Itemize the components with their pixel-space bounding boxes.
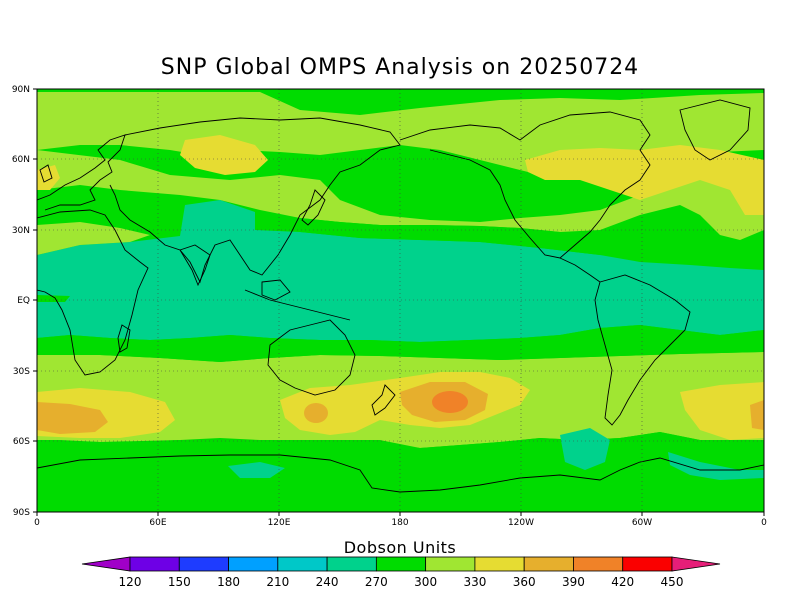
colorbar-swatch xyxy=(326,556,377,572)
colorbar-label: 210 xyxy=(266,575,289,589)
lon-labels: 0 60E 120E 180 120W 60W 0 xyxy=(34,518,767,528)
lat-label: 90N xyxy=(12,85,30,95)
colorbar-label: 390 xyxy=(562,575,585,589)
colorbar-label: 150 xyxy=(168,575,191,589)
colorbar-label: 180 xyxy=(217,575,240,589)
map-title: SNP Global OMPS Analysis on 20250724 xyxy=(160,55,640,80)
lat-labels: 90N 60N 30N EQ 30S 60S 90S xyxy=(12,85,30,518)
colorbar-swatch xyxy=(573,556,624,572)
colorbar-label: 420 xyxy=(611,575,634,589)
blob-ausse-390 xyxy=(304,403,328,423)
ozone-field xyxy=(37,89,764,512)
coast-uk xyxy=(39,164,53,183)
lat-label: 30N xyxy=(12,226,30,236)
lon-label: 180 xyxy=(391,518,408,528)
coast-samerica xyxy=(594,274,691,426)
colorbar-swatch xyxy=(375,556,427,572)
lat-label: 60N xyxy=(12,155,30,165)
lon-label: 120W xyxy=(508,518,534,528)
coast-australia xyxy=(267,319,356,396)
lat-label: 60S xyxy=(13,437,30,447)
colorbar-label: 360 xyxy=(513,575,536,589)
colorbar-low-arrow xyxy=(81,556,131,572)
blob-antarctic-270-b xyxy=(668,452,764,480)
blob-eurasia-360 xyxy=(180,135,268,175)
lat-label: EQ xyxy=(17,296,30,306)
colorbar-swatch xyxy=(129,556,180,572)
lon-label: 0 xyxy=(761,518,767,528)
coast-indonesia xyxy=(244,289,351,321)
ticks xyxy=(33,88,765,516)
coast-india xyxy=(179,244,211,287)
colorbar-swatch xyxy=(523,556,574,572)
colorbar-label: 300 xyxy=(414,575,437,589)
coast-borneo xyxy=(261,279,291,301)
colorbar-swatch xyxy=(228,556,279,572)
coast-greenland xyxy=(679,99,751,161)
coast-namerica xyxy=(399,111,651,259)
colorbar-label: 450 xyxy=(661,575,684,589)
colorbar-swatch xyxy=(425,556,476,572)
coast-africa xyxy=(37,209,149,376)
band-nsubtrop-300 xyxy=(300,218,640,255)
colorbar-label: 270 xyxy=(365,575,388,589)
band-ssubtrop-300 xyxy=(37,325,764,362)
colorbar-title: Dobson Units xyxy=(344,538,457,557)
blob-antarctic-270-a xyxy=(560,428,610,470)
lon-label: 0 xyxy=(34,518,40,528)
lon-label: 120E xyxy=(268,518,291,528)
colorbar-high-arrow xyxy=(671,556,721,572)
lon-label: 60E xyxy=(149,518,166,528)
colorbar-label: 240 xyxy=(316,575,339,589)
colorbar-label: 120 xyxy=(119,575,142,589)
streak-eq-270 xyxy=(37,295,70,302)
blob-spacific-390 xyxy=(750,400,764,430)
lat-label: 30S xyxy=(13,367,30,377)
colorbar-swatch xyxy=(178,556,229,572)
coast-europe xyxy=(37,134,126,211)
colorbar-swatch xyxy=(622,556,673,572)
coast-madagascar xyxy=(117,324,131,353)
coast-camerica xyxy=(559,257,601,283)
colorbar-label: 330 xyxy=(463,575,486,589)
band-nh-mid-330 xyxy=(37,150,764,240)
blob-npacific-300 xyxy=(393,160,417,184)
band-tropics-270 xyxy=(37,200,764,342)
blob-indian-390 xyxy=(37,402,108,434)
coast-japan xyxy=(301,189,326,226)
gridlines xyxy=(37,89,764,512)
blob-namerica-360 xyxy=(525,145,764,215)
coast-antarctica xyxy=(37,454,764,493)
lon-label: 60W xyxy=(632,518,652,528)
blob-core-420 xyxy=(432,391,468,413)
coast-asia xyxy=(109,117,401,284)
arctic-green xyxy=(37,89,764,115)
colorbar-swatch xyxy=(277,556,328,572)
blob-europe-360 xyxy=(37,165,60,190)
lat-label: 90S xyxy=(13,508,30,518)
coast-nz xyxy=(371,384,396,416)
blob-satlantic-360 xyxy=(680,382,764,440)
blob-antarctic-270-c xyxy=(228,462,285,478)
coastlines xyxy=(37,99,764,493)
colorbar-swatch xyxy=(474,556,525,572)
colorbar: 120 150 180 210 240 270 300 330 360 390 420 450 xyxy=(81,556,721,589)
